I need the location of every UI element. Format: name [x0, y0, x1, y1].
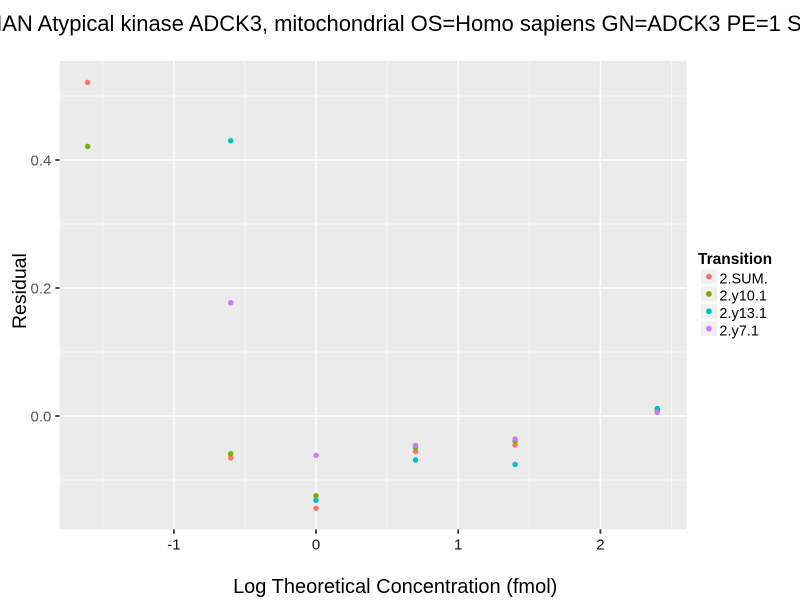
svg-text:1: 1: [454, 536, 462, 553]
svg-text:2.y10.1: 2.y10.1: [719, 289, 767, 305]
svg-text:2.y13.1: 2.y13.1: [719, 306, 767, 322]
svg-text:0.2: 0.2: [31, 280, 52, 297]
svg-text:2.y7.1: 2.y7.1: [719, 323, 759, 339]
svg-text:Transition: Transition: [698, 251, 772, 268]
svg-text:2: 2: [596, 536, 604, 553]
svg-text:MAN Atypical kinase ADCK3, mit: MAN Atypical kinase ADCK3, mitochondrial…: [0, 11, 800, 36]
svg-text:Log Theoretical Concentration: Log Theoretical Concentration (fmol): [233, 576, 557, 598]
svg-text:2.SUM.: 2.SUM.: [719, 271, 767, 287]
svg-text:0.4: 0.4: [31, 152, 52, 169]
svg-text:Residual: Residual: [9, 253, 31, 329]
svg-text:-1: -1: [167, 536, 180, 553]
svg-text:0: 0: [312, 536, 320, 553]
svg-text:0.0: 0.0: [31, 408, 52, 425]
